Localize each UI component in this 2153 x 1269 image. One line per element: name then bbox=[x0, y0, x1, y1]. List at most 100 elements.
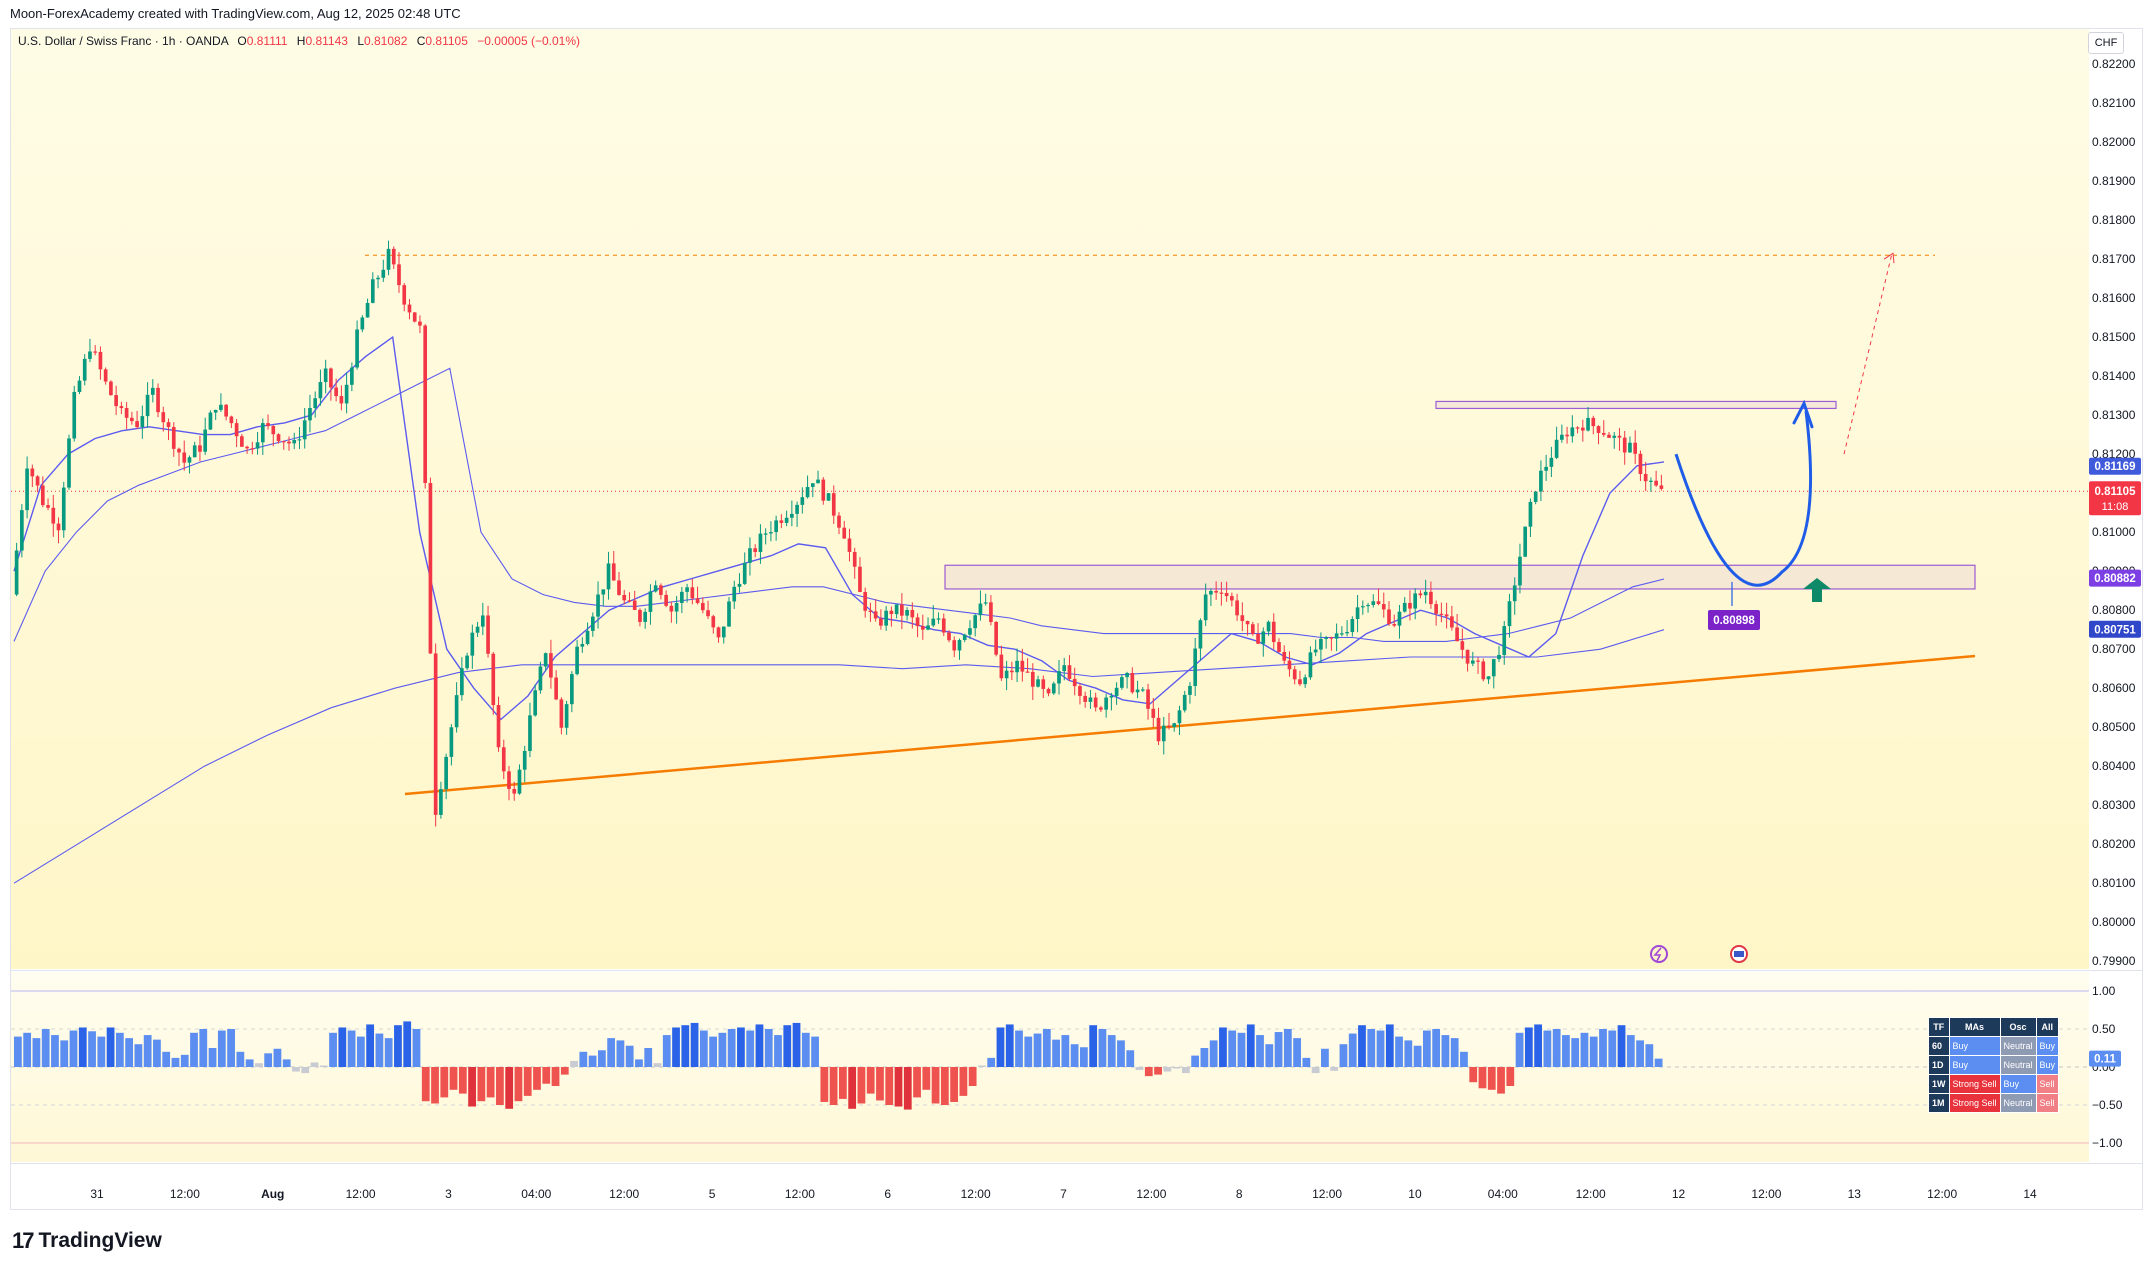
ta-cell-mas: Strong Sell bbox=[1948, 1074, 2001, 1094]
ta-header-tf: TF bbox=[1928, 1017, 1950, 1037]
candle-body bbox=[177, 448, 181, 453]
price-tick-label: 0.82100 bbox=[2092, 96, 2136, 110]
osc-bar bbox=[1562, 1035, 1570, 1067]
candle-body bbox=[1491, 659, 1496, 677]
osc-bar bbox=[1080, 1047, 1088, 1067]
candle-body bbox=[480, 615, 485, 627]
candle-body bbox=[1622, 437, 1627, 453]
osc-bar bbox=[301, 1067, 310, 1074]
osc-bar bbox=[264, 1053, 273, 1067]
candle-body bbox=[873, 611, 878, 619]
candle-body bbox=[46, 505, 50, 508]
candle-body bbox=[255, 442, 260, 449]
osc-bar bbox=[597, 1050, 606, 1067]
time-tick-label: 12:00 bbox=[170, 1187, 200, 1201]
time-tick-label: 12:00 bbox=[961, 1187, 991, 1201]
price-tick-label: 0.81400 bbox=[2092, 369, 2136, 383]
candle-body bbox=[1151, 708, 1156, 718]
osc-bar bbox=[1376, 1030, 1385, 1067]
flash-icon bbox=[1650, 945, 1668, 963]
candle-body bbox=[554, 677, 558, 700]
candle-body bbox=[1277, 642, 1281, 652]
tradingview-logo-icon: 17 bbox=[12, 1228, 35, 1253]
osc-bar bbox=[1367, 1029, 1376, 1067]
osc-bar bbox=[635, 1059, 643, 1067]
candle-body bbox=[491, 653, 496, 706]
symbol-legend[interactable]: U.S. Dollar / Swiss Franc · 1h · OANDA O… bbox=[18, 34, 580, 48]
candle-body bbox=[774, 520, 778, 533]
osc-bar bbox=[1209, 1040, 1218, 1067]
osc-bar bbox=[931, 1067, 940, 1104]
candle-body bbox=[1214, 590, 1218, 593]
osc-bar bbox=[421, 1067, 430, 1102]
candle-body bbox=[716, 627, 721, 638]
candle-body bbox=[957, 639, 962, 651]
candle-body bbox=[323, 368, 328, 383]
time-tick-label: 6 bbox=[884, 1187, 891, 1201]
candle-body bbox=[460, 668, 464, 696]
candle-body bbox=[135, 421, 139, 428]
osc-bar bbox=[514, 1067, 523, 1102]
osc-bar bbox=[1163, 1067, 1172, 1072]
candle-body bbox=[1256, 633, 1260, 644]
open-value: 0.81111 bbox=[246, 34, 288, 48]
close-label: C bbox=[416, 34, 426, 48]
osc-bar bbox=[1070, 1044, 1079, 1067]
candle-body bbox=[245, 446, 249, 449]
osc-bar bbox=[1608, 1030, 1617, 1067]
candle-body bbox=[1319, 638, 1323, 650]
osc-bar bbox=[1599, 1029, 1607, 1067]
osc-bar bbox=[1172, 1067, 1181, 1069]
osc-bar bbox=[801, 1032, 810, 1067]
tradingview-brand[interactable]: 17 TradingView bbox=[12, 1228, 162, 1254]
time-axis[interactable]: 31 12:00 Aug 12:00 3 04:00 12:00 5 12:00 6 12:00 7 1… bbox=[90, 1187, 2037, 1201]
candle-body bbox=[1523, 526, 1528, 557]
ta-header-osc: Osc bbox=[1999, 1017, 2037, 1037]
candle-body bbox=[669, 605, 674, 612]
osc-bar bbox=[1135, 1067, 1144, 1071]
candle-body bbox=[737, 583, 742, 587]
candle-body bbox=[831, 493, 836, 516]
candle-body bbox=[281, 441, 286, 443]
osc-bar bbox=[1246, 1024, 1255, 1067]
candle-body bbox=[1261, 631, 1266, 644]
resistance-zone bbox=[1435, 400, 1837, 410]
time-tick-label: 12:00 bbox=[1136, 1187, 1166, 1201]
candle-body bbox=[821, 479, 826, 501]
price-tick-label: 0.81000 bbox=[2092, 525, 2136, 539]
osc-bar bbox=[162, 1051, 171, 1067]
candle-body bbox=[77, 380, 82, 392]
osc-bar bbox=[190, 1032, 198, 1067]
osc-bar bbox=[783, 1025, 792, 1067]
projection-curve bbox=[1674, 411, 1813, 587]
candle-body bbox=[130, 417, 134, 422]
candle-body bbox=[1360, 606, 1365, 608]
candle-body bbox=[1334, 633, 1339, 639]
candle-body bbox=[1219, 592, 1224, 594]
currency-button[interactable]: CHF bbox=[2088, 32, 2124, 54]
osc-bar bbox=[468, 1067, 476, 1107]
osc-tick-label: 0.50 bbox=[2092, 1022, 2116, 1036]
osc-bar bbox=[486, 1067, 495, 1098]
candle-body bbox=[1130, 672, 1135, 693]
candle-body bbox=[1245, 621, 1250, 625]
price-axis[interactable]: 0.82200 0.82100 0.82000 0.81900 0.81800 0.817… bbox=[2092, 57, 2136, 968]
price-pane[interactable] bbox=[11, 29, 2089, 969]
candle-body bbox=[947, 632, 951, 641]
low-value: 0.81082 bbox=[364, 34, 408, 48]
osc-bar bbox=[1571, 1038, 1580, 1067]
time-tick-label: 12:00 bbox=[346, 1187, 376, 1201]
candle-body bbox=[695, 598, 700, 603]
candle-body bbox=[1591, 417, 1596, 427]
candle-body bbox=[418, 321, 422, 326]
mid-ma-tag: 0.80882 bbox=[2094, 573, 2136, 585]
candle-body bbox=[884, 610, 888, 626]
time-tick-label: 12:00 bbox=[785, 1187, 815, 1201]
candle-body bbox=[1580, 427, 1585, 431]
candle-body bbox=[1439, 613, 1444, 615]
osc-bar bbox=[356, 1036, 365, 1067]
candle-body bbox=[1114, 687, 1119, 696]
candle-body bbox=[1450, 616, 1454, 628]
osc-bar bbox=[78, 1027, 87, 1067]
